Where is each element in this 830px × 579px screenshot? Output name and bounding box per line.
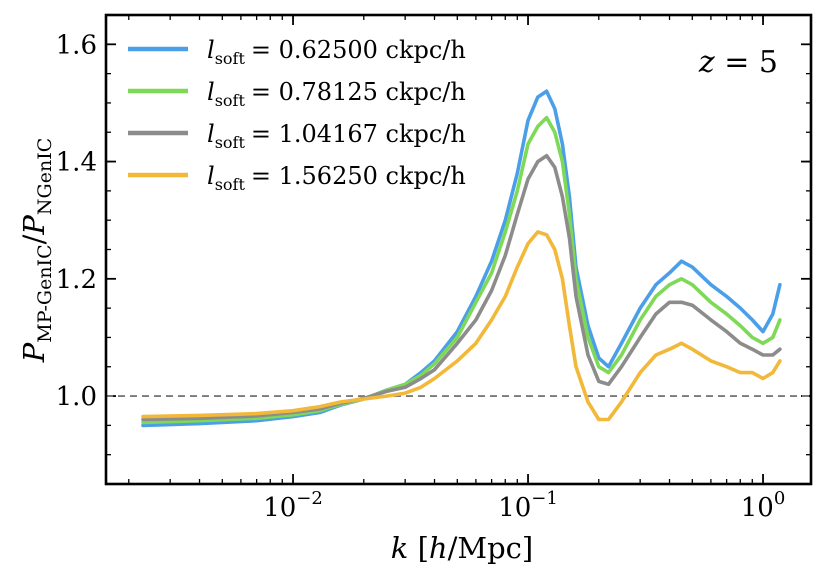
x-tick-base: 10: [498, 493, 531, 523]
legend-var: l: [207, 78, 215, 106]
y-tick-label: 1.2: [56, 265, 97, 295]
legend-sub: soft: [215, 175, 246, 194]
y-tick-label: 1.4: [56, 148, 97, 178]
x-tick-exponent: −1: [531, 488, 558, 509]
annotation-redshift: z = 5: [698, 45, 778, 80]
legend-value: = 1.04167 ckpc/h: [251, 120, 466, 148]
legend-sub: soft: [215, 49, 246, 68]
legend-value: = 0.78125 ckpc/h: [251, 78, 466, 106]
legend-label: lsoft = 0.62500 ckpc/h: [207, 36, 466, 68]
y-tick-label: 1.6: [56, 30, 97, 60]
legend-sub: soft: [215, 133, 246, 152]
legend-sub: soft: [215, 91, 246, 110]
series-line: [141, 230, 782, 422]
x-tick-label: 10−1: [498, 488, 558, 523]
x-tick-label: 10−2: [263, 488, 323, 523]
legend-var: l: [207, 36, 215, 64]
plot-frame: [104, 13, 813, 486]
legend-label: lsoft = 0.78125 ckpc/h: [207, 78, 466, 110]
x-tick-exponent: −2: [296, 488, 323, 509]
x-tick-base: 10: [741, 493, 774, 523]
legend-label: lsoft = 1.56250 ckpc/h: [207, 162, 466, 194]
legend-var: l: [207, 162, 215, 190]
x-tick-label: 100: [741, 488, 786, 523]
x-tick-base: 10: [263, 493, 296, 523]
y-tick-label: 1.0: [56, 382, 97, 412]
legend-label: lsoft = 1.04167 ckpc/h: [207, 120, 466, 152]
y-axis-label: PMP-GenIC/PNGenIC: [17, 138, 56, 363]
legend-var: l: [207, 120, 215, 148]
x-axis-label: k [h/Mpc]: [391, 531, 533, 565]
x-tick-exponent: 0: [774, 488, 785, 509]
legend-value: = 0.62500 ckpc/h: [251, 36, 466, 64]
legend-value: = 1.56250 ckpc/h: [251, 162, 466, 190]
series-layer: [141, 89, 782, 428]
series-line: [141, 153, 782, 422]
